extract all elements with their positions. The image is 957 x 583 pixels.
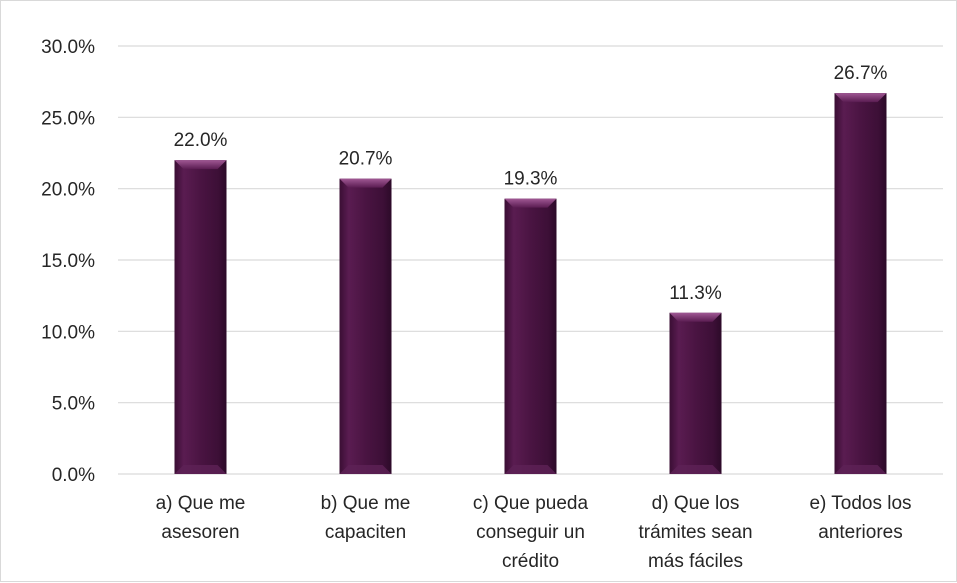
category-label: c) Que pueda conseguir un crédito [473, 493, 589, 572]
bar-body [669, 312, 722, 474]
bar-bevel-top [339, 178, 392, 188]
data-label: 19.3% [504, 169, 558, 190]
data-label: 20.7% [339, 149, 393, 170]
category-label: b) Que me capaciten [321, 493, 411, 543]
y-tick-label: 15.0% [41, 251, 95, 272]
category-label-line: d) Que los [652, 493, 740, 514]
y-tick-label: 25.0% [41, 108, 95, 129]
category-label: d) Que los trámites sean más fáciles [638, 493, 752, 572]
bar-bevel-bottom [174, 465, 227, 474]
bar-bevel-bottom [669, 465, 722, 474]
y-tick-label: 5.0% [52, 394, 95, 415]
bar-bevel-bottom [834, 465, 887, 474]
y-tick-label: 30.0% [41, 37, 95, 58]
y-axis-tick-labels: 0.0% 5.0% 10.0% 15.0% 20.0% 25.0% 30.0% [41, 37, 95, 486]
category-label-line: crédito [502, 551, 559, 572]
category-label: a) Que me asesoren [156, 493, 246, 543]
data-label: 11.3% [669, 283, 722, 304]
category-label-line: asesoren [161, 522, 239, 543]
x-axis-category-labels: a) Que me asesoren b) Que me capaciten c) Qu… [156, 493, 912, 572]
bar-bevel-top [504, 198, 557, 208]
bar-bevel-top [834, 93, 887, 103]
y-tick-label: 0.0% [52, 465, 95, 486]
bar-body [174, 160, 227, 474]
bar [834, 93, 887, 474]
category-label: e) Todos los anteriores [809, 493, 911, 543]
category-label-line: e) Todos los [809, 493, 911, 514]
data-labels: 22.0% 20.7% 19.3% 11.3% 26.7% [174, 63, 888, 304]
category-label-line: trámites sean [638, 522, 752, 543]
data-label: 22.0% [174, 130, 228, 151]
category-label-line: anteriores [818, 522, 903, 543]
category-label-line: más fáciles [648, 551, 743, 572]
data-label: 26.7% [834, 63, 888, 84]
category-label-line: conseguir un [476, 522, 585, 543]
bars [174, 93, 887, 475]
bar-bevel-top [174, 160, 227, 170]
category-label-line: a) Que me [156, 493, 246, 514]
bar [339, 178, 392, 474]
bar-bevel-bottom [504, 465, 557, 474]
y-tick-label: 10.0% [41, 322, 95, 343]
bar-body [834, 93, 887, 474]
bar [174, 160, 227, 474]
category-label-line: capaciten [325, 522, 406, 543]
category-label-line: b) Que me [321, 493, 411, 514]
bar-bevel-top [669, 312, 722, 322]
bar-body [339, 178, 392, 474]
bar [504, 198, 557, 475]
bar [669, 312, 722, 474]
bar-bevel-bottom [339, 465, 392, 474]
y-tick-label: 20.0% [41, 180, 95, 201]
category-label-line: c) Que pueda [473, 493, 589, 514]
bar-body [504, 198, 557, 475]
